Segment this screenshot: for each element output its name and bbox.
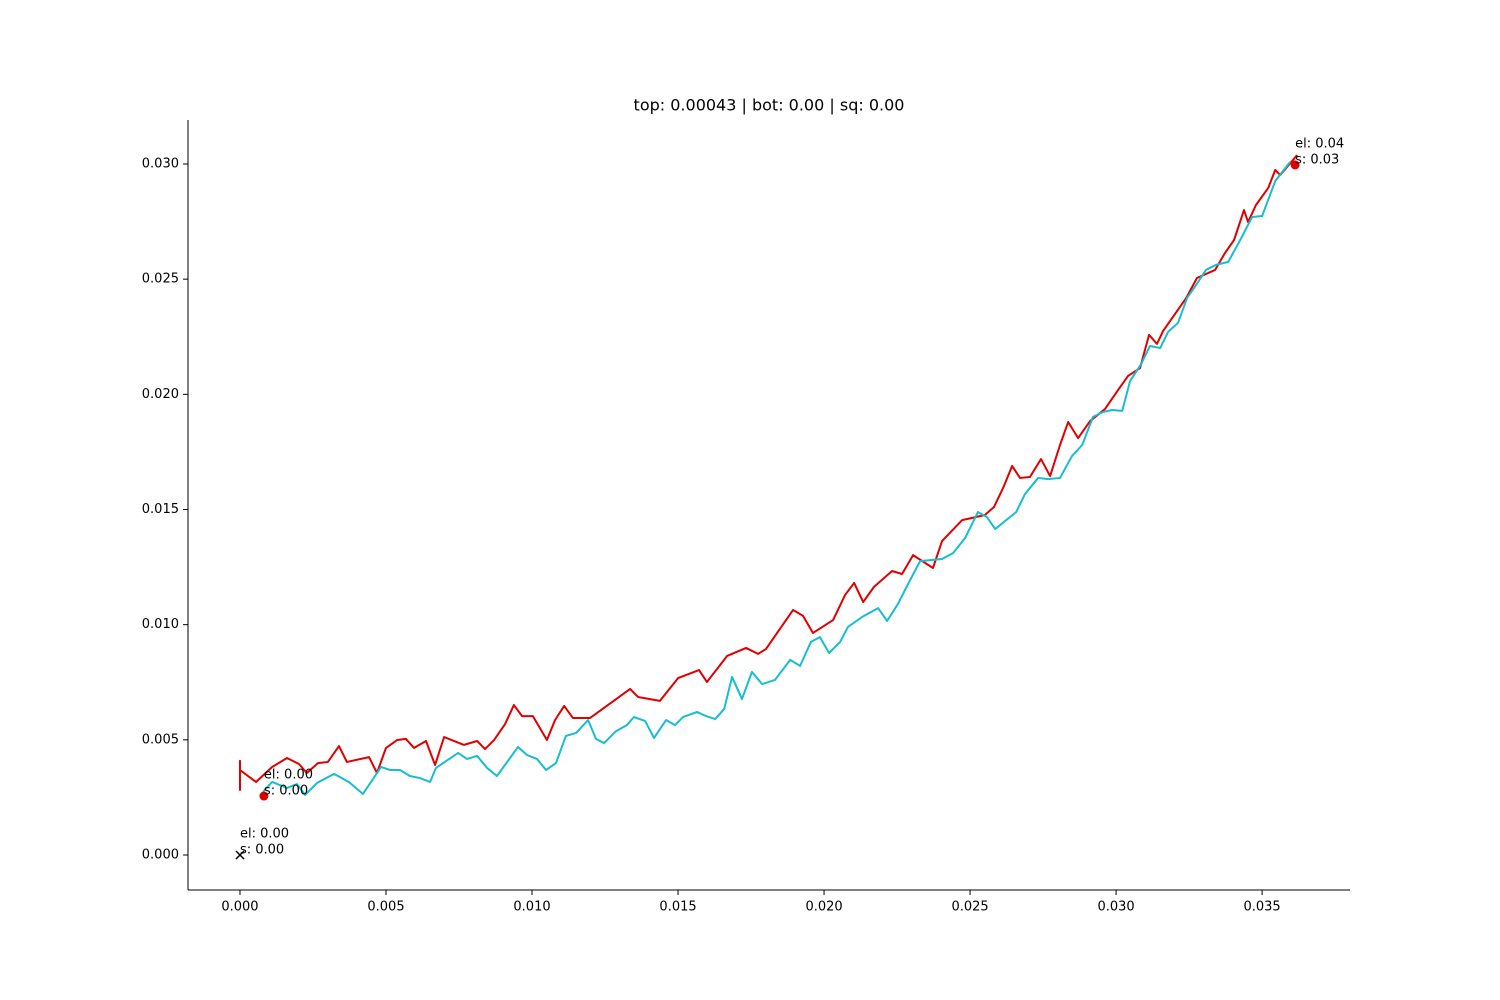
- point-annotation: s: 0.00: [240, 842, 284, 857]
- x-tick-label: 0.015: [659, 900, 696, 915]
- series-line: [262, 161, 1291, 796]
- chart-title: top: 0.00043 | bot: 0.00 | sq: 0.00: [634, 96, 905, 115]
- x-tick-label: 0.030: [1097, 900, 1134, 915]
- series-line: [238, 154, 1298, 792]
- y-tick-label: 0.010: [142, 617, 179, 632]
- point-annotation: el: 0.00: [240, 826, 289, 841]
- point-annotation: s: 0.00: [264, 784, 308, 799]
- point-marker: [259, 791, 269, 801]
- x-tick-label: 0.005: [367, 900, 404, 915]
- point-annotation: s: 0.03: [1295, 152, 1339, 167]
- x-tick-label: 0.000: [221, 900, 258, 915]
- y-tick-label: 0.000: [142, 847, 179, 862]
- y-tick-label: 0.025: [142, 272, 179, 287]
- y-tick-label: 0.020: [142, 387, 179, 402]
- point-annotation: el: 0.04: [1295, 136, 1344, 151]
- x-tick-label: 0.020: [805, 900, 842, 915]
- x-tick-label: 0.035: [1243, 900, 1280, 915]
- y-tick-label: 0.015: [142, 502, 179, 517]
- point-marker: [1290, 160, 1300, 170]
- y-tick-label: 0.005: [142, 732, 179, 747]
- point-marker: [235, 850, 245, 860]
- y-tick-label: 0.030: [142, 156, 179, 171]
- x-tick-label: 0.010: [513, 900, 550, 915]
- point-annotation: el: 0.00: [264, 768, 313, 783]
- x-tick-label: 0.025: [951, 900, 988, 915]
